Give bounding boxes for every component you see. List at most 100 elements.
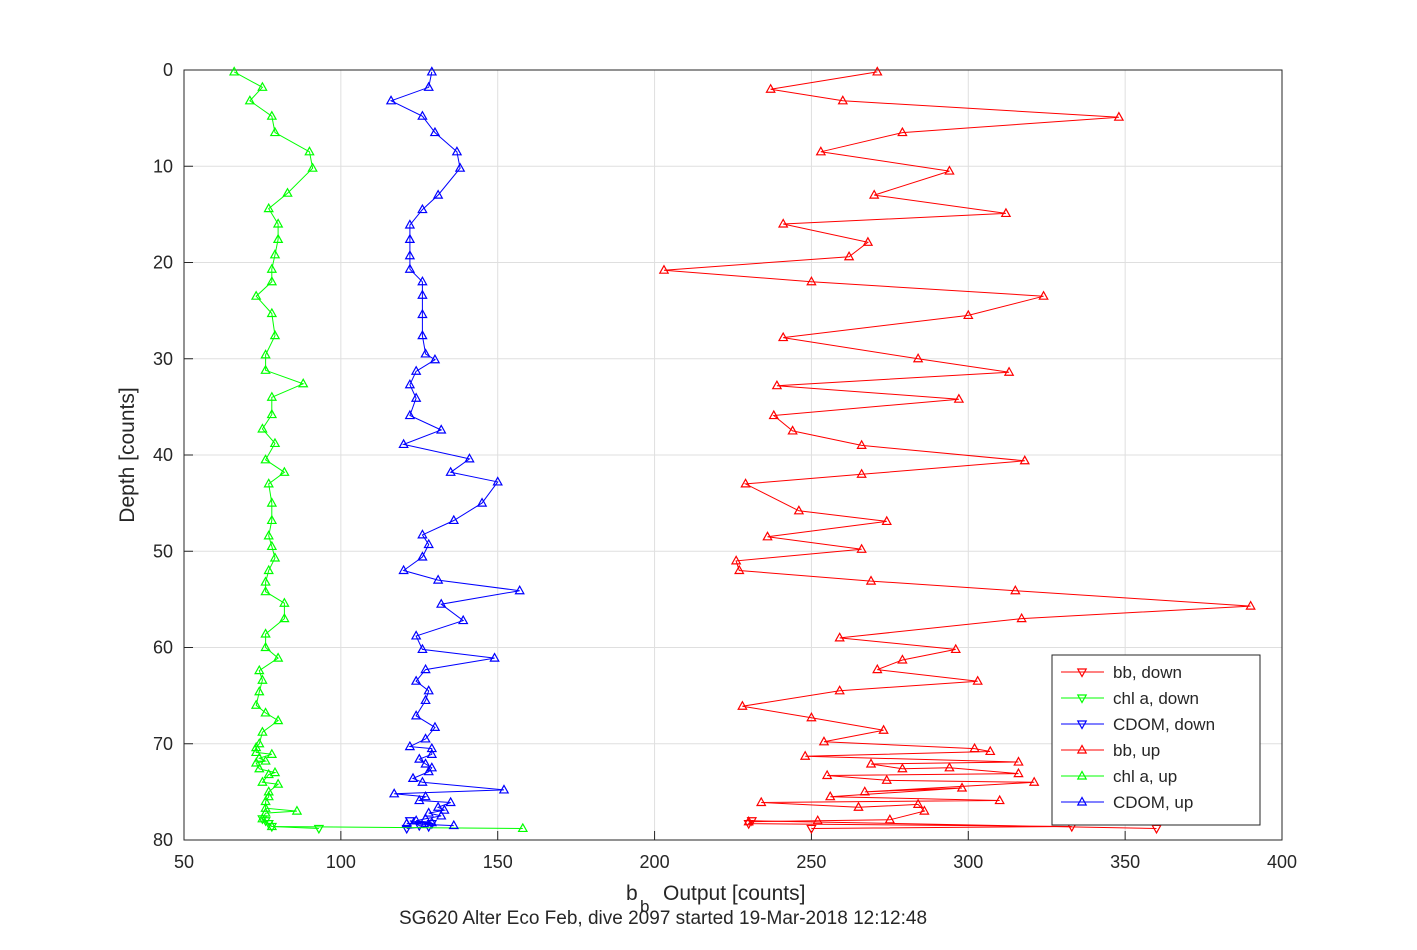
data-point	[260, 454, 271, 464]
y-tick-label: 10	[153, 156, 173, 176]
data-point	[410, 392, 422, 402]
data-point	[432, 574, 444, 584]
x-tick-label: 400	[1267, 852, 1297, 872]
data-point	[451, 146, 463, 156]
data-point	[420, 733, 431, 743]
legend-box	[1051, 654, 1261, 826]
data-point	[737, 700, 748, 710]
data-point	[1010, 584, 1021, 595]
data-point	[269, 329, 281, 340]
data-point	[1016, 612, 1027, 623]
series-line	[663, 71, 1251, 823]
data-point	[260, 585, 271, 596]
data-point	[426, 748, 438, 758]
data-point	[771, 379, 783, 390]
data-point	[897, 763, 908, 773]
legend-entry: bb, down	[1061, 663, 1182, 682]
data-point	[432, 801, 444, 811]
data-point	[257, 423, 268, 433]
data-point	[260, 755, 271, 765]
y-tick-label: 30	[153, 349, 173, 369]
data-point	[257, 776, 268, 786]
data-point	[266, 540, 278, 551]
data-point	[385, 95, 397, 105]
data-point	[410, 815, 422, 825]
data-point	[768, 409, 780, 420]
data-point	[404, 219, 416, 229]
data-point	[436, 424, 447, 434]
data-point	[257, 726, 268, 736]
data-point	[963, 309, 974, 320]
x-tick-label: 350	[1110, 852, 1140, 872]
data-point	[417, 110, 428, 120]
data-point	[423, 685, 434, 695]
data-point	[856, 439, 867, 449]
data-point	[884, 814, 896, 824]
data-point	[272, 218, 284, 228]
data-point	[263, 790, 274, 801]
data-point	[856, 543, 867, 553]
data-point	[410, 365, 422, 375]
data-point	[445, 796, 456, 807]
legend-label: bb, down	[1113, 663, 1182, 682]
data-point	[859, 786, 870, 796]
data-point	[417, 308, 428, 319]
data-point	[489, 652, 500, 662]
data-point	[272, 233, 284, 243]
data-point	[417, 643, 428, 654]
data-point	[269, 437, 281, 448]
data-point	[856, 468, 867, 478]
legend-entry: bb, up	[1061, 741, 1160, 760]
data-point	[426, 66, 438, 76]
data-point	[254, 763, 265, 773]
data-point	[279, 597, 290, 607]
legend-label: CDOM, down	[1113, 715, 1215, 734]
data-point	[843, 250, 855, 261]
data-point	[279, 466, 290, 476]
data-point	[263, 202, 274, 213]
data-point	[436, 598, 447, 608]
data-point	[254, 664, 265, 675]
y-tick-label: 40	[153, 445, 173, 465]
data-point	[799, 750, 811, 760]
x-tick-label: 300	[953, 852, 983, 872]
data-point	[404, 250, 416, 260]
data-point	[956, 782, 968, 792]
legend-marker	[1076, 796, 1088, 806]
data-point	[454, 162, 466, 172]
data-point	[439, 804, 450, 814]
data-point	[837, 95, 849, 105]
data-point	[244, 95, 256, 105]
legend-marker	[1076, 720, 1088, 730]
data-point	[250, 757, 262, 767]
data-point	[388, 788, 400, 798]
data-point	[756, 796, 767, 807]
data-point	[420, 348, 431, 358]
data-point	[743, 815, 754, 826]
legend-marker	[1076, 668, 1088, 678]
data-point	[825, 790, 836, 801]
data-point	[1003, 366, 1015, 376]
data-point	[417, 203, 428, 214]
data-point	[423, 765, 434, 776]
legend-label: CDOM, up	[1113, 793, 1193, 812]
data-point	[417, 551, 428, 561]
data-point	[658, 264, 670, 274]
data-point	[426, 742, 438, 753]
data-point	[282, 187, 293, 197]
data-point	[404, 379, 416, 389]
data-point	[432, 189, 444, 199]
data-point	[445, 466, 456, 476]
data-point	[793, 505, 805, 515]
y-tick-label: 0	[163, 60, 173, 80]
data-point	[417, 289, 428, 299]
data-point	[266, 408, 278, 419]
data-point	[865, 575, 877, 585]
data-point	[912, 353, 924, 363]
data-point	[272, 652, 284, 662]
data-point	[304, 146, 315, 156]
data-point	[865, 758, 877, 768]
data-point	[420, 663, 431, 674]
x-axis-label-subscript: b	[640, 897, 649, 916]
data-point	[1019, 455, 1030, 465]
